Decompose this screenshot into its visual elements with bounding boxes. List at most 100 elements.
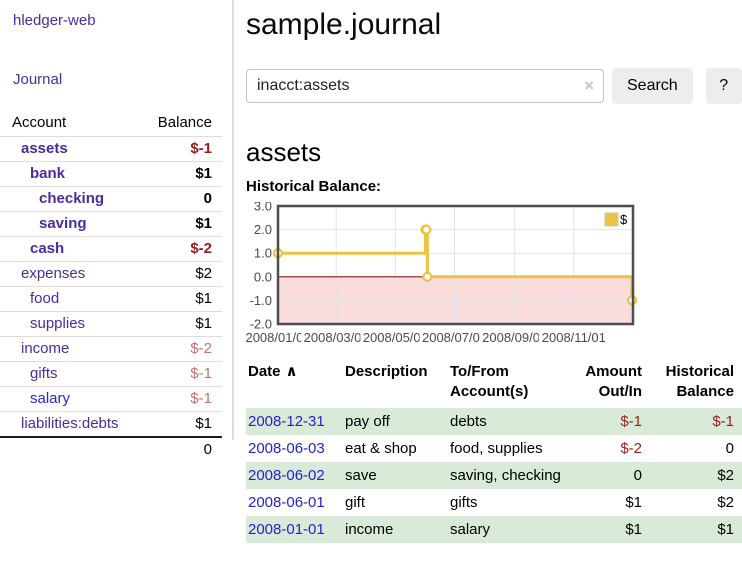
account-balance: $2: [135, 261, 222, 287]
sidebar-account-link[interactable]: checking: [39, 190, 105, 207]
search-button[interactable]: Search: [612, 68, 693, 104]
svg-text:2008/09/01: 2008/09/01: [482, 330, 547, 345]
svg-text:1.0: 1.0: [254, 246, 272, 261]
register-date: 2008-06-03: [246, 435, 343, 462]
svg-text:2008/07/01: 2008/07/01: [422, 330, 487, 345]
account-heading: assets: [246, 137, 322, 167]
register-amount: $1: [625, 494, 642, 511]
sidebar-account-link[interactable]: supplies: [30, 315, 86, 332]
account-balance: 0: [135, 186, 222, 212]
svg-text:0.0: 0.0: [254, 269, 272, 284]
register-header-description: Description: [345, 363, 428, 380]
account-row: supplies $1: [0, 311, 222, 337]
sidebar-account-link[interactable]: income: [21, 340, 70, 357]
accounts-header-account: Account: [12, 114, 67, 131]
accounts-header-balance: Balance: [157, 114, 212, 131]
page-title: sample.journal: [246, 8, 442, 41]
help-button[interactable]: ?: [705, 68, 742, 104]
svg-text:-1.0: -1.0: [250, 293, 272, 308]
register-amount: 0: [564, 462, 644, 489]
register-tofrom: food, supplies: [450, 440, 543, 457]
sidebar-account-link[interactable]: assets: [21, 140, 68, 157]
account-row: saving $1: [0, 211, 222, 237]
register-row: 2008-12-31 pay off debts $-1 $-1: [246, 408, 742, 435]
register-date-link[interactable]: 2008-06-03: [248, 440, 325, 457]
historical-balance-chart: 3.0 2.0 1.0 0.0 -1.0 -2.02008/01/012008/03/01…: [246, 202, 638, 345]
register-amount: $1: [564, 516, 644, 543]
register-table: Date ∧ Description To/From Account(s) Amo…: [246, 360, 742, 543]
register-row: 2008-06-03 eat & shop food, supplies $-2 0: [246, 435, 742, 462]
sidebar-account-link[interactable]: expenses: [21, 265, 86, 282]
register-row: 2008-06-01 gift gifts $1 $2: [246, 489, 742, 516]
accounts-header-row: Account Balance: [0, 110, 222, 137]
account-row: checking 0: [0, 186, 222, 212]
main-content: sample.journal × Search ? assets Histori…: [246, 0, 742, 543]
account-balance: $-1: [135, 136, 222, 162]
register-tofrom: debts: [448, 408, 564, 435]
sidebar-item-journal[interactable]: Journal: [13, 71, 63, 88]
clear-search-icon[interactable]: ×: [584, 76, 594, 95]
register-tofrom: salary: [448, 516, 564, 543]
accounts-total-value: 0: [135, 436, 222, 462]
register-header-date[interactable]: Date ∧: [248, 363, 298, 380]
register-description: pay off: [343, 408, 448, 435]
account-balance: $1: [135, 286, 222, 312]
account-balance: $-1: [135, 386, 222, 412]
register-date: 2008-12-31: [246, 408, 343, 435]
sidebar-account-link[interactable]: bank: [30, 165, 66, 182]
account-balance: $1: [135, 411, 222, 437]
register-row: 2008-01-01 income salary $1 $1: [246, 516, 742, 543]
account-row: income $-2: [0, 336, 222, 362]
register-balance: 0: [725, 440, 734, 457]
register-balance: $1: [644, 516, 742, 543]
sidebar-account-link[interactable]: salary: [30, 390, 71, 407]
register-date-link[interactable]: 2008-06-01: [248, 494, 325, 511]
app-title-link[interactable]: hledger-web: [13, 12, 96, 29]
sidebar-account-link[interactable]: saving: [39, 215, 87, 232]
register-header-tofrom: To/From Account(s): [450, 363, 529, 400]
register-date-link[interactable]: 2008-12-31: [248, 413, 325, 430]
register-amount: $-2: [620, 440, 642, 457]
account-row: cash $-2: [0, 236, 222, 262]
search-input[interactable]: [246, 69, 604, 103]
register-date-link[interactable]: 2008-06-02: [248, 467, 325, 484]
accounts-total-spacer: [0, 436, 136, 462]
svg-text:2008/11/01: 2008/11/01: [542, 330, 606, 345]
accounts-table: Account Balance assets $-1 bank $1 checking 0…: [0, 110, 222, 462]
account-balance: $1: [135, 311, 222, 337]
account-row: food $1: [0, 286, 222, 312]
account-row: assets $-1: [0, 136, 222, 162]
svg-text:3.0: 3.0: [254, 202, 272, 214]
register-description: save: [343, 462, 448, 489]
sidebar: hledger-web Journal Account Balance asse…: [0, 0, 234, 462]
accounts-total-row: 0: [0, 436, 222, 462]
register-date-link[interactable]: 2008-01-01: [248, 521, 325, 538]
sort-asc-icon: ∧: [285, 363, 298, 380]
register-tofrom: gifts: [450, 494, 478, 511]
svg-text:2008/01/01: 2008/01/01: [246, 330, 311, 345]
sidebar-account-link[interactable]: food: [30, 290, 60, 307]
sidebar-account-link[interactable]: liabilities:debts: [21, 415, 119, 432]
account-row: expenses $2: [0, 261, 222, 287]
svg-text:2008/05/01: 2008/05/01: [363, 330, 428, 345]
legend-label: $: [620, 212, 628, 227]
register-date: 2008-01-01: [246, 516, 343, 543]
search-field-wrap: ×: [246, 69, 604, 103]
svg-text:-2.0: -2.0: [250, 317, 272, 332]
register-description: income: [343, 516, 448, 543]
register-date: 2008-06-02: [246, 462, 343, 489]
sidebar-account-link[interactable]: gifts: [30, 365, 58, 382]
account-row: salary $-1: [0, 386, 222, 412]
account-row: bank $1: [0, 161, 222, 187]
account-balance: $-1: [135, 361, 222, 387]
register-description: eat & shop: [345, 440, 417, 457]
account-balance: $-2: [135, 236, 222, 262]
account-balance: $-2: [135, 336, 222, 362]
account-balance: $1: [135, 161, 222, 187]
register-tofrom: saving, checking: [448, 462, 564, 489]
register-date: 2008-06-01: [246, 489, 343, 516]
legend-swatch-icon: [604, 212, 619, 227]
sidebar-account-link[interactable]: cash: [30, 240, 65, 257]
chart-label: Historical Balance:: [246, 178, 382, 195]
search-row: × Search ?: [246, 68, 742, 104]
